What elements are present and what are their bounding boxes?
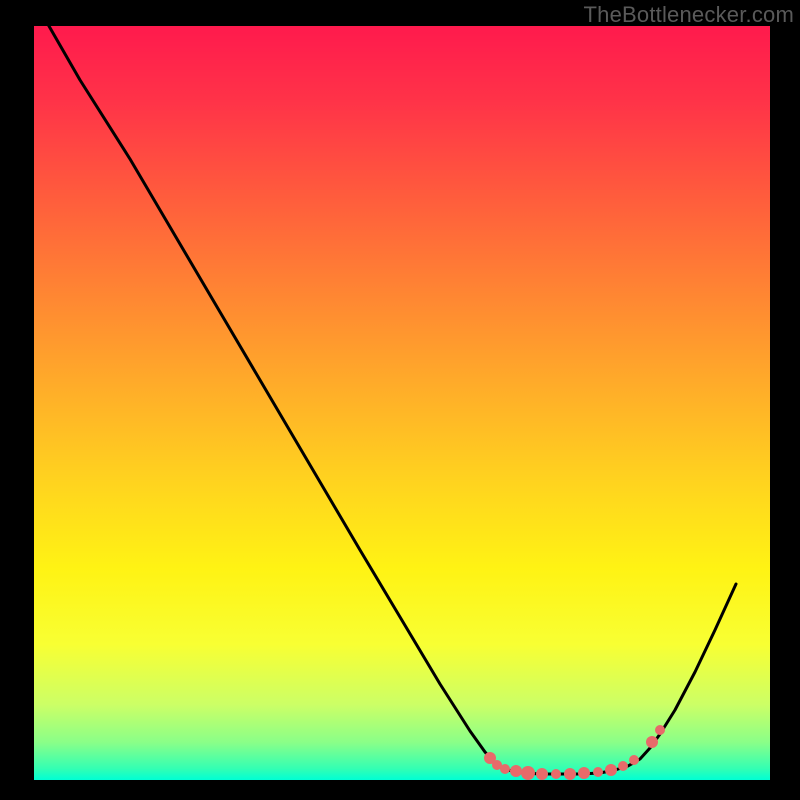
dots-group <box>484 725 665 780</box>
data-dot <box>646 736 658 748</box>
data-dot <box>605 764 617 776</box>
data-dot <box>521 766 535 780</box>
data-dot <box>655 725 665 735</box>
plot-area <box>34 26 770 780</box>
data-dot <box>564 768 576 780</box>
curve-layer <box>34 26 770 780</box>
data-dot <box>536 768 548 780</box>
data-dot <box>551 769 561 779</box>
data-dot <box>618 761 628 771</box>
data-dot <box>578 767 590 779</box>
data-dot <box>510 765 522 777</box>
data-dot <box>593 767 603 777</box>
watermark-text: TheBottlenecker.com <box>584 2 794 28</box>
data-dot <box>500 764 510 774</box>
bottleneck-curve <box>34 26 736 774</box>
data-dot <box>629 755 639 765</box>
